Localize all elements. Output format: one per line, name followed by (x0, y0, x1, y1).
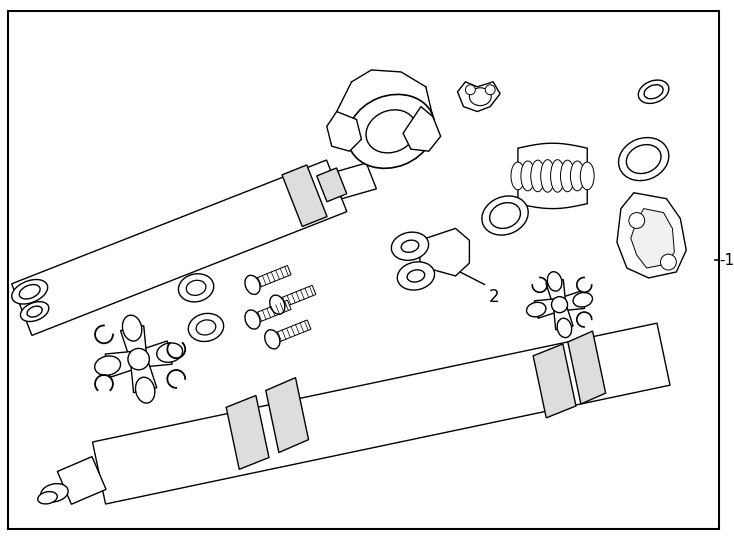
Ellipse shape (136, 377, 155, 403)
Polygon shape (546, 280, 566, 306)
Polygon shape (533, 344, 576, 418)
Ellipse shape (12, 280, 48, 304)
Polygon shape (120, 326, 147, 361)
Polygon shape (631, 208, 675, 268)
Ellipse shape (178, 274, 214, 302)
Polygon shape (266, 377, 308, 453)
Ellipse shape (37, 491, 57, 504)
Polygon shape (105, 351, 140, 377)
Polygon shape (317, 168, 346, 202)
Ellipse shape (123, 315, 142, 341)
Polygon shape (553, 303, 573, 330)
Ellipse shape (619, 138, 669, 180)
Ellipse shape (186, 280, 206, 295)
Polygon shape (251, 300, 291, 324)
Ellipse shape (21, 302, 49, 321)
Ellipse shape (561, 160, 575, 192)
Ellipse shape (407, 270, 425, 282)
Text: 2: 2 (489, 288, 500, 306)
Ellipse shape (401, 240, 419, 252)
Polygon shape (92, 323, 670, 504)
Ellipse shape (550, 160, 564, 192)
Circle shape (485, 85, 495, 94)
Ellipse shape (639, 80, 669, 104)
Polygon shape (137, 341, 172, 367)
Polygon shape (12, 160, 347, 335)
Polygon shape (275, 285, 316, 309)
Ellipse shape (95, 356, 120, 375)
Ellipse shape (557, 318, 572, 338)
Ellipse shape (19, 285, 40, 299)
Polygon shape (568, 331, 606, 404)
Ellipse shape (245, 275, 260, 294)
Polygon shape (403, 106, 440, 151)
Polygon shape (518, 143, 587, 208)
Polygon shape (327, 112, 361, 151)
Polygon shape (559, 291, 584, 310)
Polygon shape (534, 299, 561, 318)
Ellipse shape (245, 310, 260, 329)
Ellipse shape (366, 110, 416, 153)
Ellipse shape (348, 94, 435, 168)
Ellipse shape (521, 161, 535, 191)
Polygon shape (131, 357, 157, 393)
Polygon shape (57, 457, 106, 504)
Polygon shape (282, 165, 327, 226)
Ellipse shape (189, 313, 224, 341)
Polygon shape (226, 395, 269, 469)
Ellipse shape (581, 162, 594, 190)
Ellipse shape (573, 293, 592, 307)
Polygon shape (251, 266, 291, 289)
Ellipse shape (265, 330, 280, 349)
Ellipse shape (511, 162, 525, 190)
Polygon shape (332, 163, 377, 199)
Circle shape (465, 85, 476, 94)
Circle shape (128, 348, 149, 370)
Text: -1: -1 (719, 253, 734, 268)
Polygon shape (457, 82, 500, 112)
Circle shape (661, 254, 676, 270)
Circle shape (551, 296, 567, 313)
Ellipse shape (27, 306, 43, 317)
Ellipse shape (531, 160, 545, 192)
Ellipse shape (391, 232, 429, 260)
Ellipse shape (482, 196, 528, 235)
Ellipse shape (526, 302, 546, 317)
Ellipse shape (269, 295, 285, 314)
Polygon shape (271, 320, 311, 344)
Ellipse shape (548, 272, 562, 291)
Ellipse shape (196, 320, 216, 335)
Ellipse shape (644, 85, 663, 99)
Ellipse shape (41, 484, 68, 502)
Ellipse shape (541, 160, 555, 192)
Circle shape (629, 213, 644, 228)
Polygon shape (420, 228, 470, 276)
Ellipse shape (397, 262, 435, 290)
Ellipse shape (156, 343, 183, 362)
Ellipse shape (626, 145, 661, 173)
Polygon shape (617, 193, 686, 278)
Ellipse shape (470, 88, 491, 106)
Ellipse shape (490, 202, 520, 228)
Ellipse shape (570, 161, 584, 191)
